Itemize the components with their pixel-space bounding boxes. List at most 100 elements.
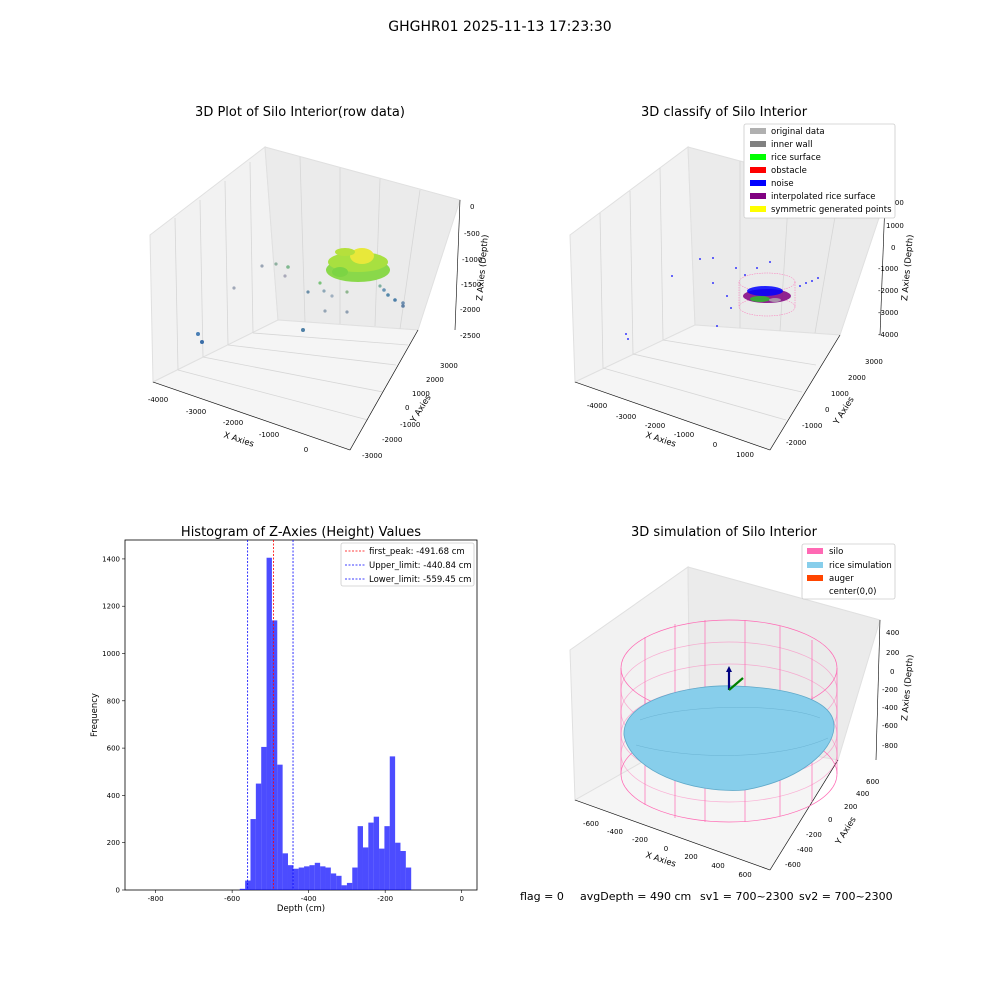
histogram-bar <box>298 867 305 890</box>
histogram-legend-box <box>340 542 475 587</box>
classify-z-label: Z Axies (Depth) <box>900 234 916 301</box>
raw-ztick: -2500 <box>460 332 480 340</box>
histogram-bar <box>389 756 396 890</box>
histogram-ytick-label: 1000 <box>102 650 120 658</box>
classify-ytick: 1000 <box>831 390 849 398</box>
legend-swatch-auger <box>807 575 823 581</box>
classify-y-axis <box>769 334 841 451</box>
sim-ztick: -600 <box>882 722 898 730</box>
raw-ztick: -1500 <box>461 281 481 289</box>
sim-ztick: 400 <box>886 629 899 637</box>
classify-ztick: -4000 <box>878 331 898 339</box>
sim-ztick: -200 <box>882 686 898 694</box>
histogram-ytick-label: 800 <box>107 697 120 705</box>
raw-point <box>323 309 327 313</box>
noise-point <box>625 333 627 335</box>
classify-ztick: 1000 <box>886 222 904 230</box>
raw-ytick: -2000 <box>382 436 402 444</box>
histogram-bar <box>362 847 369 890</box>
histogram-bar <box>309 865 315 890</box>
histogram-bar <box>271 620 278 890</box>
sim-y-label: Y Axies <box>833 815 859 848</box>
classify-ztick: -1000 <box>878 265 898 273</box>
classify-ytick: 0 <box>825 406 829 414</box>
legend-swatch-rice-simulation <box>807 562 823 568</box>
raw-point <box>345 290 349 294</box>
noise-point <box>726 295 728 297</box>
raw-xtick: -1000 <box>259 431 279 439</box>
raw-xtick: -2000 <box>223 419 243 427</box>
noise-point <box>699 258 701 260</box>
noise-point <box>730 307 732 309</box>
raw-ztick: -1000 <box>462 256 482 264</box>
legend-label: obstacle <box>771 166 807 176</box>
raw-ztick: 0 <box>470 203 474 211</box>
noise-point <box>712 282 714 284</box>
raw-rice-peak <box>350 248 374 264</box>
histogram-plot-area <box>124 539 478 891</box>
histogram-bar <box>336 875 342 890</box>
histogram-bar <box>357 826 363 890</box>
raw-3d-panel: 3D Plot of Silo Interior(row data) -4000… <box>148 105 491 460</box>
classify-xtick: -1000 <box>674 431 694 439</box>
legend-swatch-interpolated <box>750 193 766 199</box>
legend-swatch-inner-wall <box>750 141 766 147</box>
histogram-bars <box>239 557 412 890</box>
raw-point <box>345 310 349 314</box>
sim-ztick: -400 <box>882 704 898 712</box>
histogram-y-label: Frequency <box>90 693 100 737</box>
histogram-panel: Histogram of Z-Axies (Height) Values -80… <box>90 525 478 914</box>
sim-xtick: -600 <box>583 820 599 828</box>
sim-xtick: -200 <box>632 836 648 844</box>
raw-point <box>322 289 326 293</box>
sim-xtick: 600 <box>738 871 751 879</box>
raw-point <box>306 290 310 294</box>
sim-center-arrow-head <box>726 666 732 672</box>
classify-y-label: Y Axies <box>831 395 857 428</box>
legend-swatch-original-data <box>750 128 766 134</box>
raw-xtick: -4000 <box>148 396 168 404</box>
noise-point <box>671 275 673 277</box>
legend-swatch-rice-surface <box>750 154 766 160</box>
histogram-y-ticks: 0 200 400 600 800 1000 1200 1400 <box>102 555 125 895</box>
raw-y-axis <box>349 329 419 451</box>
histogram-bar <box>346 882 353 890</box>
raw-point <box>401 301 405 305</box>
legend-label: original data <box>771 127 825 137</box>
raw-ytick: 2000 <box>426 376 444 384</box>
raw-ytick: 3000 <box>440 362 458 370</box>
simulation-3d-panel: 3D simulation of Silo Interior <box>569 525 916 879</box>
raw-scatter-points <box>196 262 405 344</box>
raw-point <box>286 265 290 269</box>
histogram-xtick-label: 0 <box>459 895 463 903</box>
histogram-bar <box>368 822 374 890</box>
raw-x-ticks: -4000 -3000 -2000 -1000 0 <box>148 396 308 454</box>
sim-rice-surface <box>623 685 835 791</box>
raw-x-label: X Axies <box>222 430 255 449</box>
legend-label: auger <box>829 574 854 584</box>
histogram-bar <box>320 866 326 890</box>
raw-z-label: Z Axies (Depth) <box>475 234 491 301</box>
raw-point <box>330 294 334 298</box>
sim-center-y-arrow <box>728 677 744 691</box>
raw-ytick: -1000 <box>400 421 420 429</box>
histogram-bar <box>405 867 412 890</box>
raw-point <box>260 264 264 268</box>
noise-point <box>799 285 801 287</box>
histogram-x-label: Depth (cm) <box>277 904 325 914</box>
histogram-bar <box>304 866 310 890</box>
legend-label: Upper_limit: -440.84 cm <box>369 561 472 571</box>
raw-ztick: -500 <box>464 230 480 238</box>
classify-ytick: 3000 <box>865 358 883 366</box>
raw-ytick: 0 <box>405 404 409 412</box>
raw-point <box>274 262 278 266</box>
histogram-bar <box>373 816 380 890</box>
classify-ytick: 2000 <box>848 374 866 382</box>
raw-point <box>401 304 405 308</box>
legend-swatch-noise <box>750 180 766 186</box>
histogram-xtick-label: -800 <box>148 895 164 903</box>
raw-point <box>386 293 390 297</box>
legend-label: rice surface <box>771 153 821 163</box>
histogram-x-ticks: -800 -600 -400 -200 0 <box>148 890 464 903</box>
classify-silo-cluster <box>738 272 796 317</box>
